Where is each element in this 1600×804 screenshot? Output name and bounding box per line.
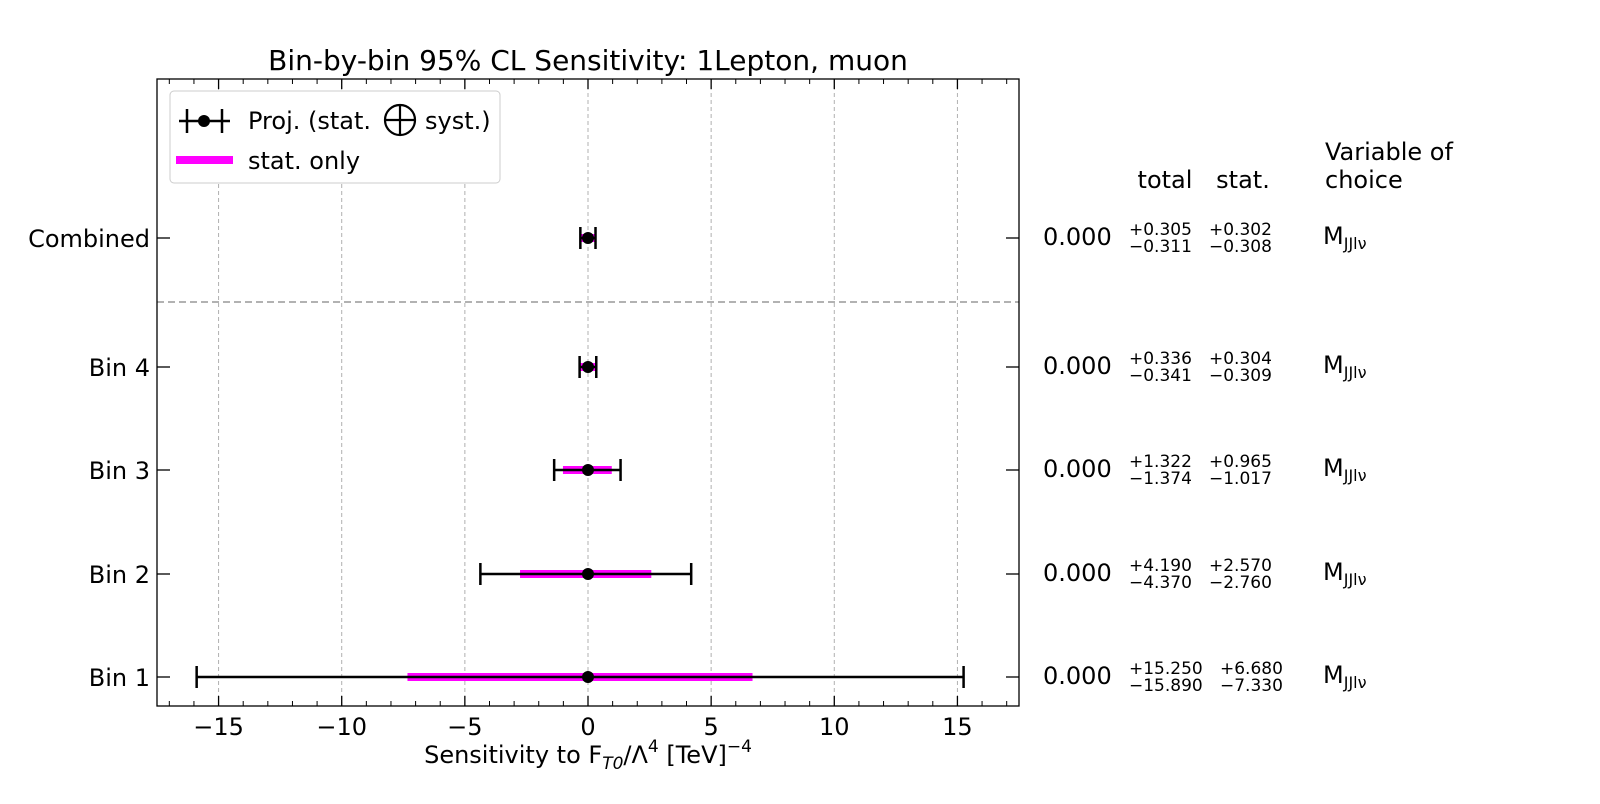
- chart-title: Bin-by-bin 95% CL Sensitivity: 1Lepton, …: [268, 44, 908, 77]
- variable-main: M: [1323, 351, 1344, 379]
- legend-label-proj-post: syst.): [425, 107, 491, 135]
- central-value-text: 0.000: [1043, 662, 1112, 690]
- variable-main: M: [1323, 661, 1344, 689]
- x-axis-label-prefix: Sensitivity to F: [424, 741, 602, 769]
- central-value-text: 0.000: [1043, 223, 1112, 251]
- legend: Proj. (stat. syst.) stat. only: [169, 90, 501, 184]
- variable-sub: JJlν: [1343, 673, 1367, 692]
- total-up-text: +4.190: [1129, 556, 1192, 576]
- central-value-point: [582, 464, 594, 476]
- column-header-variable-line2: choice: [1325, 166, 1403, 194]
- y-tick-label: Combined: [28, 225, 150, 253]
- y-tick-label: Bin 3: [89, 457, 150, 485]
- total-up-text: +0.305: [1129, 220, 1192, 240]
- stat-up-text: +0.304: [1209, 349, 1272, 369]
- axes: −15 −10 −5 0 5 10 15 Combined Bin 4 Bin 3 Bin 2 Bin…: [28, 78, 1020, 741]
- column-header-total: total: [1138, 166, 1193, 194]
- x-axis-label-sub: T0: [602, 754, 623, 774]
- total-down-text: −15.890: [1129, 676, 1203, 696]
- total-down-text: −4.370: [1129, 573, 1192, 593]
- variable-text: MJJlν: [1323, 222, 1367, 253]
- x-tick-label: 5: [704, 713, 719, 741]
- legend-label-proj: Proj. (stat.: [248, 107, 371, 135]
- x-tick-label: 15: [942, 713, 973, 741]
- central-value-point: [582, 361, 594, 373]
- legend-label-stat-only: stat. only: [248, 147, 360, 175]
- central-value-point: [582, 671, 594, 683]
- variable-main: M: [1323, 222, 1344, 250]
- x-tick-label: −5: [447, 713, 482, 741]
- stat-up-text: +0.302: [1209, 220, 1272, 240]
- oplus-icon: [383, 103, 417, 137]
- column-header-variable-line1: Variable of: [1325, 138, 1453, 166]
- variable-text: MJJlν: [1323, 454, 1367, 485]
- stat-down-text: −1.017: [1209, 469, 1272, 489]
- variable-sub: JJlν: [1343, 466, 1367, 485]
- stat-down-text: −2.760: [1209, 573, 1272, 593]
- total-down-text: −1.374: [1129, 469, 1192, 489]
- x-axis-label: Sensitivity to FT0/Λ4 [TeV]−4: [424, 737, 752, 774]
- x-tick-label: −10: [316, 713, 367, 741]
- x-axis-label-sup: 4: [648, 737, 659, 757]
- y-tick-label: Bin 2: [89, 561, 150, 589]
- central-value-text: 0.000: [1043, 559, 1112, 587]
- x-tick-label: −15: [193, 713, 244, 741]
- x-axis-label-unit: [TeV]: [659, 741, 727, 769]
- legend-label-proj-pre: Proj. (stat.: [248, 107, 371, 135]
- variable-text: MJJlν: [1323, 661, 1367, 692]
- central-value-text: 0.000: [1043, 352, 1112, 380]
- column-header-stat: stat.: [1216, 166, 1270, 194]
- total-up-text: +15.250: [1129, 659, 1203, 679]
- central-value-text: 0.000: [1043, 455, 1112, 483]
- stat-up-text: +6.680: [1220, 659, 1283, 679]
- variable-sub: JJlν: [1343, 234, 1367, 253]
- y-tick-label: Bin 1: [89, 664, 150, 692]
- x-axis-label-mid: /Λ: [623, 741, 648, 769]
- stat-down-text: −7.330: [1220, 676, 1283, 696]
- x-tick-label: 10: [819, 713, 850, 741]
- legend-frame: [169, 90, 501, 184]
- total-down-text: −0.341: [1129, 366, 1192, 386]
- variable-main: M: [1323, 558, 1344, 586]
- x-tick-label: 0: [580, 713, 595, 741]
- total-down-text: −0.311: [1129, 237, 1192, 257]
- total-up-text: +1.322: [1129, 452, 1192, 472]
- stat-down-text: −0.308: [1209, 237, 1272, 257]
- stat-up-text: +0.965: [1209, 452, 1272, 472]
- error-bars: [195, 227, 965, 688]
- variable-sub: JJlν: [1343, 363, 1367, 382]
- x-axis-label-unit-sup: −4: [727, 737, 752, 757]
- variable-text: MJJlν: [1323, 558, 1367, 589]
- total-up-text: +0.336: [1129, 349, 1192, 369]
- variable-main: M: [1323, 454, 1344, 482]
- variable-sub: JJlν: [1343, 570, 1367, 589]
- variable-text: MJJlν: [1323, 351, 1367, 382]
- legend-errorbar-icon: [179, 109, 230, 133]
- y-tick-label: Bin 4: [89, 354, 150, 382]
- stat-up-text: +2.570: [1209, 556, 1272, 576]
- stat-down-text: −0.309: [1209, 366, 1272, 386]
- central-value-point: [582, 232, 594, 244]
- central-value-point: [582, 568, 594, 580]
